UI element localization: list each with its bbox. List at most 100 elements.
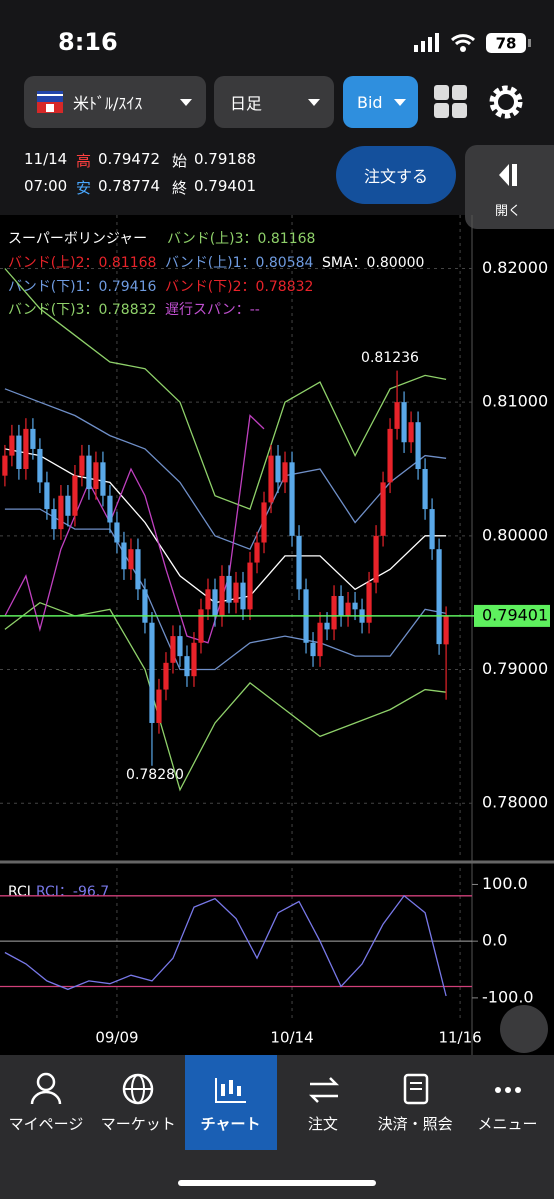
legend-entry: バンド(下)1：0.79416 (8, 279, 157, 295)
candle-body (373, 535, 379, 583)
legend-entry: バンド(下)3：0.78832 (8, 302, 156, 318)
legend-entry: 遅行スパン：-- (165, 302, 260, 318)
y-tick-label: 0.80000 (482, 525, 548, 544)
price-type: Bid (357, 92, 383, 112)
nav-label: マーケット (100, 1115, 176, 1133)
candle-body (100, 462, 106, 496)
candle-body (226, 575, 232, 603)
candle-body (296, 535, 302, 590)
y-tick-label: 0.82000 (482, 258, 548, 277)
candle-body (429, 509, 435, 550)
pair-select[interactable]: 米ﾄﾞﾙ/ｽｲｽ (24, 76, 206, 128)
candle-body (58, 495, 64, 530)
nav-label: マイページ (8, 1115, 84, 1133)
layout-button[interactable] (433, 84, 469, 120)
legend-entry: バンド(上)2：0.81168 (8, 255, 156, 271)
candle-body (443, 615, 449, 645)
legend-entry: バンド(上)3：0.81168 (167, 231, 315, 247)
candle-body (387, 428, 393, 483)
candle-body (198, 609, 204, 643)
legend-entry: スーパーボリンジャー (8, 231, 147, 247)
nav-tab[interactable]: マーケット (92, 1055, 184, 1150)
quote-time: 07:00 (24, 177, 68, 195)
period: 日足 (230, 94, 263, 113)
nav-tab[interactable]: メニュー (462, 1055, 554, 1150)
period-select[interactable]: 日足 (214, 76, 334, 128)
candle-body (324, 622, 330, 630)
candle-body (331, 595, 337, 630)
candle-body (352, 602, 358, 610)
open-label: 始 (172, 152, 188, 170)
nav-label: チャート (200, 1115, 261, 1133)
candle-body (184, 656, 190, 677)
candle-body (44, 482, 50, 510)
candle-body (408, 422, 414, 443)
candle-body (177, 636, 183, 657)
band-line (4, 508, 447, 671)
band-line (4, 414, 265, 644)
candle-body (114, 522, 120, 543)
candle-body (317, 622, 323, 657)
candle-body (142, 589, 148, 623)
nav-tab[interactable]: 決済・照会 (369, 1055, 461, 1150)
close-label: 終 (172, 179, 188, 197)
high: 0.79472 (98, 150, 161, 168)
price-type-select[interactable]: Bid (343, 76, 418, 128)
settings-button[interactable] (486, 82, 526, 122)
rci-title: RCI (8, 884, 31, 900)
candle-body (261, 502, 267, 543)
candle-body (37, 448, 43, 483)
home-indicator (178, 1180, 376, 1186)
candle-body (65, 495, 71, 516)
candle-body (219, 575, 225, 617)
candle-body (422, 468, 428, 510)
candle-body (51, 509, 57, 530)
nav-label: 注文 (307, 1115, 338, 1133)
chart-area: 0.81236 0.78280 RCI RCI：-96.7 スーパーボリンジャー… (0, 215, 554, 1055)
candle-body (170, 636, 176, 663)
x-tick-label: 11/16 (438, 1029, 481, 1047)
candle-body (401, 402, 407, 443)
rotate-button[interactable] (500, 1005, 548, 1053)
close: 0.79401 (194, 177, 257, 195)
status-icons: 78 (414, 33, 531, 53)
nav-icons (30, 1072, 521, 1105)
candle-body (163, 662, 169, 690)
band-line (4, 601, 447, 792)
candle-body (135, 549, 141, 590)
candle-body (415, 422, 421, 469)
rci-line (4, 894, 447, 997)
high-annotation: 0.81236 (361, 350, 419, 366)
nav-tab[interactable]: 注文 (277, 1055, 369, 1150)
price-box (474, 604, 550, 627)
order-button[interactable]: 注文する (336, 146, 456, 204)
open-panel-button[interactable]: 開く (465, 145, 554, 229)
nav-tab[interactable]: チャート (185, 1055, 277, 1150)
candle-body (436, 549, 442, 645)
candle-body (394, 402, 400, 429)
nav-label: 決済・照会 (377, 1115, 453, 1133)
candle-body (121, 542, 127, 570)
legend-entry: バンド(下)2：0.78832 (165, 279, 313, 295)
candle-body (345, 602, 351, 617)
band-line (4, 448, 447, 604)
candle-body (380, 482, 386, 536)
candle-body (30, 428, 36, 449)
legend-entry: SMA：0.80000 (322, 255, 424, 271)
candle-body (212, 589, 218, 617)
pair: 米ﾄﾞﾙ/ｽｲｽ (73, 94, 143, 113)
low-annotation: 0.78280 (126, 767, 184, 783)
nav-tab[interactable]: マイページ (0, 1055, 92, 1150)
candle-body (72, 475, 78, 516)
candle-body (23, 428, 29, 469)
candle-body (254, 542, 260, 563)
status-time: 8:16 (58, 28, 118, 56)
candle-body (268, 455, 274, 503)
candle-body (247, 562, 253, 610)
candle-body (310, 642, 316, 657)
y-tick-label: 100.0 (482, 874, 528, 893)
y-tick-label: 0.0 (482, 931, 507, 950)
low-label: 安 (76, 179, 92, 197)
candle-body (93, 462, 99, 490)
